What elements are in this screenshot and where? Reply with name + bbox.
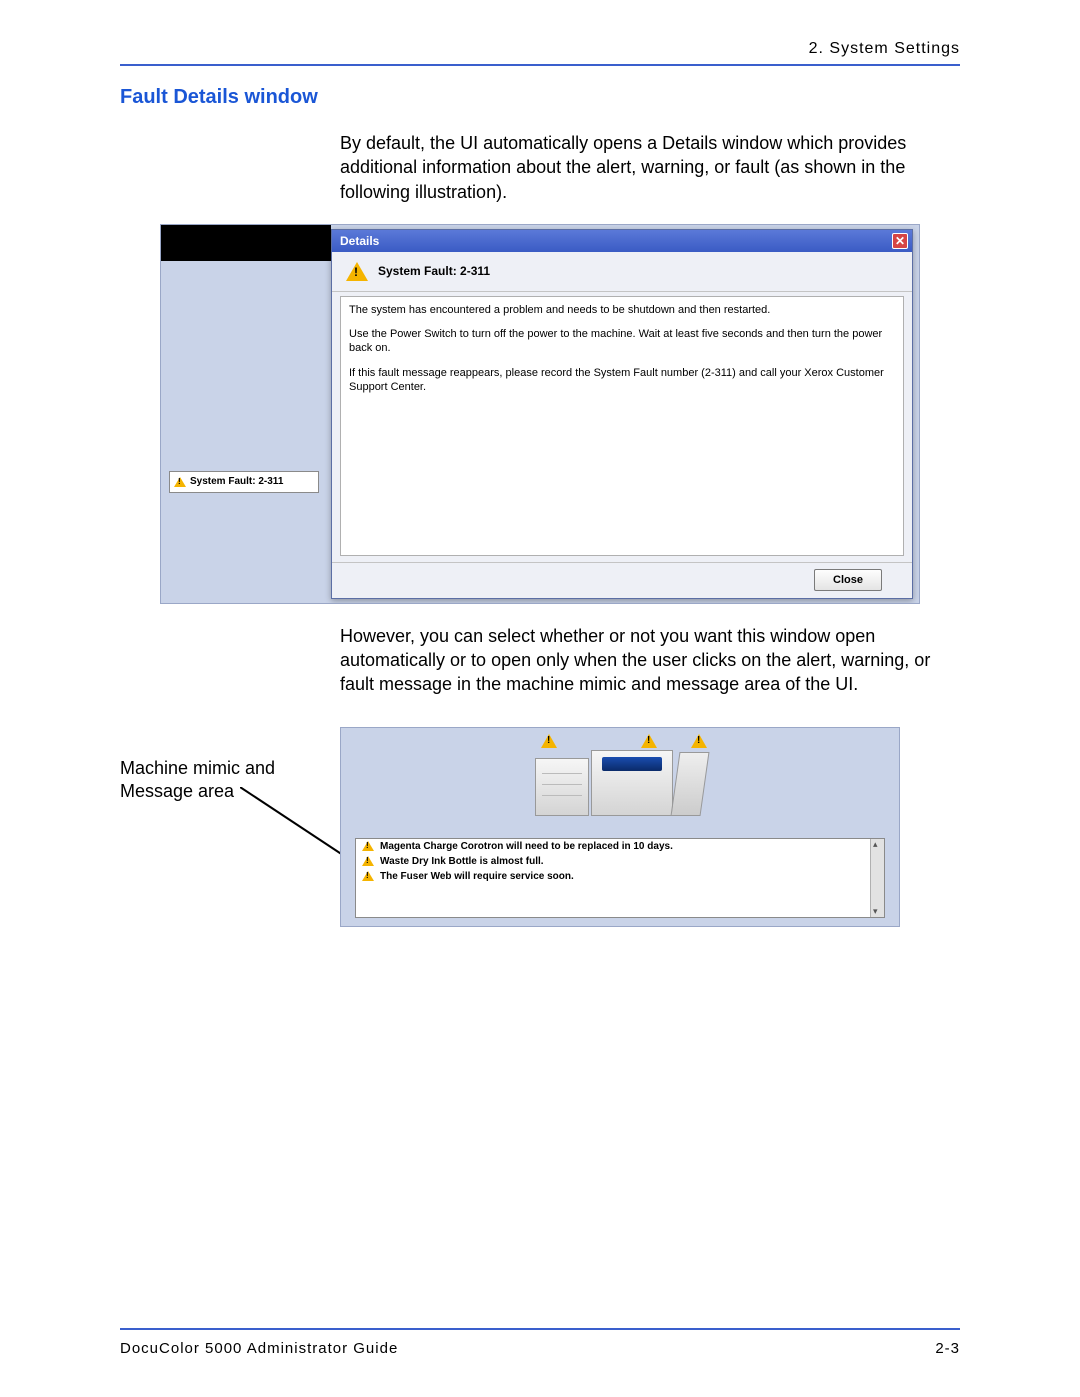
close-button[interactable]: Close <box>814 569 882 591</box>
message-row[interactable]: The Fuser Web will require service soon. <box>356 869 884 884</box>
callout-arrow <box>280 727 340 927</box>
app-topbar <box>161 225 331 261</box>
page-footer: DocuColor 5000 Administrator Guide 2-3 <box>120 1328 960 1357</box>
sidebar-fault-label: System Fault: 2-311 <box>190 476 283 487</box>
message-row[interactable]: Magenta Charge Corotron will need to be … <box>356 839 884 854</box>
dialog-header: System Fault: 2-311 <box>332 252 912 292</box>
message-text: The Fuser Web will require service soon. <box>380 871 574 882</box>
warning-icon <box>362 841 374 851</box>
section-title: Fault Details window <box>120 86 960 109</box>
warning-icon <box>174 477 186 487</box>
machine-mimic <box>341 728 899 838</box>
message-text: Magenta Charge Corotron will need to be … <box>380 841 673 852</box>
details-dialog: Details ✕ System Fault: 2-311 The system… <box>331 229 913 599</box>
page-number: 2-3 <box>935 1340 960 1357</box>
callout-label: Machine mimic and Message area <box>120 727 280 804</box>
message-text: Waste Dry Ink Bottle is almost full. <box>380 856 544 867</box>
footer-rule <box>120 1328 960 1330</box>
dialog-body-line3: If this fault message reappears, please … <box>349 366 895 395</box>
chapter-header: 2. System Settings <box>120 40 960 64</box>
dialog-body-line2: Use the Power Switch to turn off the pow… <box>349 327 895 356</box>
warning-icon <box>362 871 374 881</box>
warning-icon <box>641 734 657 748</box>
printer-module-right <box>671 752 710 816</box>
dialog-body: The system has encountered a problem and… <box>340 296 904 556</box>
details-screenshot: System Fault: 2-311 Details ✕ System Fau… <box>160 224 920 604</box>
printer-module-left <box>535 758 589 816</box>
app-sidebar: System Fault: 2-311 <box>161 261 331 593</box>
header-rule <box>120 64 960 66</box>
warning-icon <box>541 734 557 748</box>
printer-graphic <box>535 750 705 816</box>
dialog-title-text: Details <box>340 234 379 248</box>
paragraph-1: By default, the UI automatically opens a… <box>340 131 960 204</box>
dialog-body-line1: The system has encountered a problem and… <box>349 303 895 317</box>
sidebar-fault-item[interactable]: System Fault: 2-311 <box>169 471 319 493</box>
mimic-screenshot: Magenta Charge Corotron will need to be … <box>340 727 900 927</box>
dialog-footer: Close <box>332 562 912 598</box>
paragraph-2: However, you can select whether or not y… <box>340 624 960 697</box>
printer-module-center <box>591 750 673 816</box>
footer-title: DocuColor 5000 Administrator Guide <box>120 1340 398 1357</box>
close-icon[interactable]: ✕ <box>892 233 908 249</box>
dialog-fault-title: System Fault: 2-311 <box>378 264 490 278</box>
scrollbar[interactable] <box>870 839 884 917</box>
message-area: Magenta Charge Corotron will need to be … <box>355 838 885 918</box>
warning-icon <box>362 856 374 866</box>
warning-icon <box>346 262 368 281</box>
message-row[interactable]: Waste Dry Ink Bottle is almost full. <box>356 854 884 869</box>
warning-icon <box>691 734 707 748</box>
dialog-titlebar: Details ✕ <box>332 230 912 252</box>
